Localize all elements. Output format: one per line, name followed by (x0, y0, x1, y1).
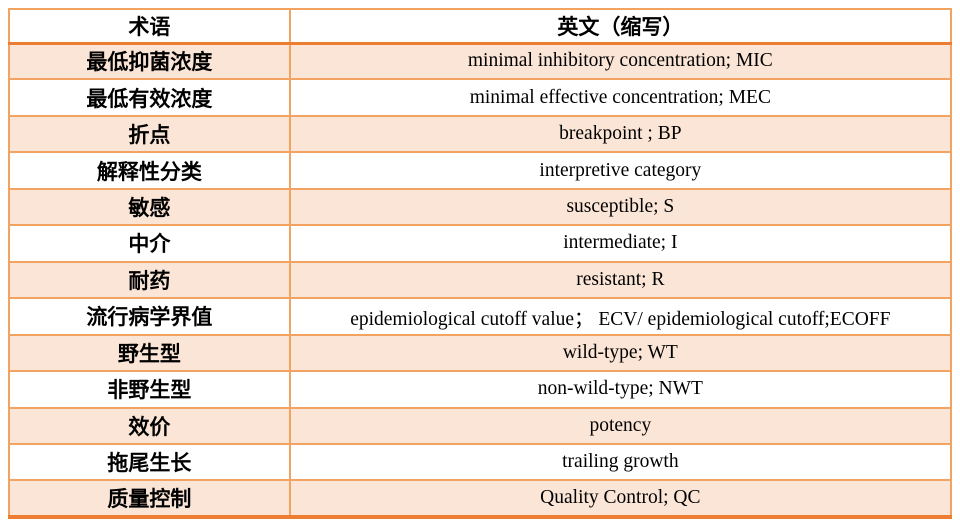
term-cell: 最低有效浓度 (8, 78, 291, 117)
term-cell: 敏感 (8, 187, 291, 227)
term-cell: 非野生型 (8, 370, 291, 409)
table-row: 野生型 wild-type; WT (8, 333, 953, 373)
english-cell: breakpoint ; BP (288, 114, 953, 154)
glossary-table-container: 术语 英文（缩写） 最低抑菌浓度 minimal inhibitory conc… (8, 8, 953, 519)
english-cell: wild-type; WT (288, 333, 953, 373)
term-cell: 流行病学界值 (8, 297, 291, 336)
term-cell: 质量控制 (8, 479, 291, 518)
header-row: 术语 英文（缩写） (8, 8, 953, 45)
table-row: 流行病学界值 epidemiological cutoff value； ECV… (8, 297, 953, 336)
table-row: 最低有效浓度 minimal effective concentration; … (8, 78, 953, 117)
term-cell: 中介 (8, 224, 291, 263)
term-cell: 折点 (8, 114, 291, 154)
term-cell: 耐药 (8, 260, 291, 300)
english-cell: resistant; R (288, 260, 953, 300)
table-row: 最低抑菌浓度 minimal inhibitory concentration;… (8, 41, 953, 81)
table-row: 解释性分类 interpretive category (8, 151, 953, 190)
table-row: 耐药 resistant; R (8, 260, 953, 300)
english-cell: interpretive category (288, 151, 953, 190)
table-row: 拖尾生长 trailing growth (8, 442, 953, 482)
table-body: 最低抑菌浓度 minimal inhibitory concentration;… (8, 41, 953, 518)
term-cell: 最低抑菌浓度 (8, 41, 291, 81)
term-cell: 野生型 (8, 333, 291, 373)
table-header: 术语 英文（缩写） (8, 8, 953, 45)
table-row: 效价 potency (8, 406, 953, 445)
glossary-table: 术语 英文（缩写） 最低抑菌浓度 minimal inhibitory conc… (8, 8, 953, 519)
header-term: 术语 (8, 8, 291, 45)
table-row: 折点 breakpoint ; BP (8, 114, 953, 154)
english-cell: non-wild-type; NWT (288, 370, 953, 409)
english-cell: intermediate; I (288, 224, 953, 263)
english-cell: minimal inhibitory concentration; MIC (288, 41, 953, 81)
english-cell: susceptible; S (288, 187, 953, 227)
english-cell: Quality Control; QC (288, 479, 953, 518)
header-english: 英文（缩写） (288, 8, 953, 45)
english-cell: minimal effective concentration; MEC (288, 78, 953, 117)
term-cell: 效价 (8, 406, 291, 445)
table-row: 质量控制 Quality Control; QC (8, 479, 953, 518)
table-row: 敏感 susceptible; S (8, 187, 953, 227)
english-cell: potency (288, 406, 953, 445)
term-cell: 拖尾生长 (8, 442, 291, 482)
table-row: 非野生型 non-wild-type; NWT (8, 370, 953, 409)
table-row: 中介 intermediate; I (8, 224, 953, 263)
english-cell: trailing growth (288, 442, 953, 482)
term-cell: 解释性分类 (8, 151, 291, 190)
english-cell: epidemiological cutoff value； ECV/ epide… (288, 297, 953, 336)
